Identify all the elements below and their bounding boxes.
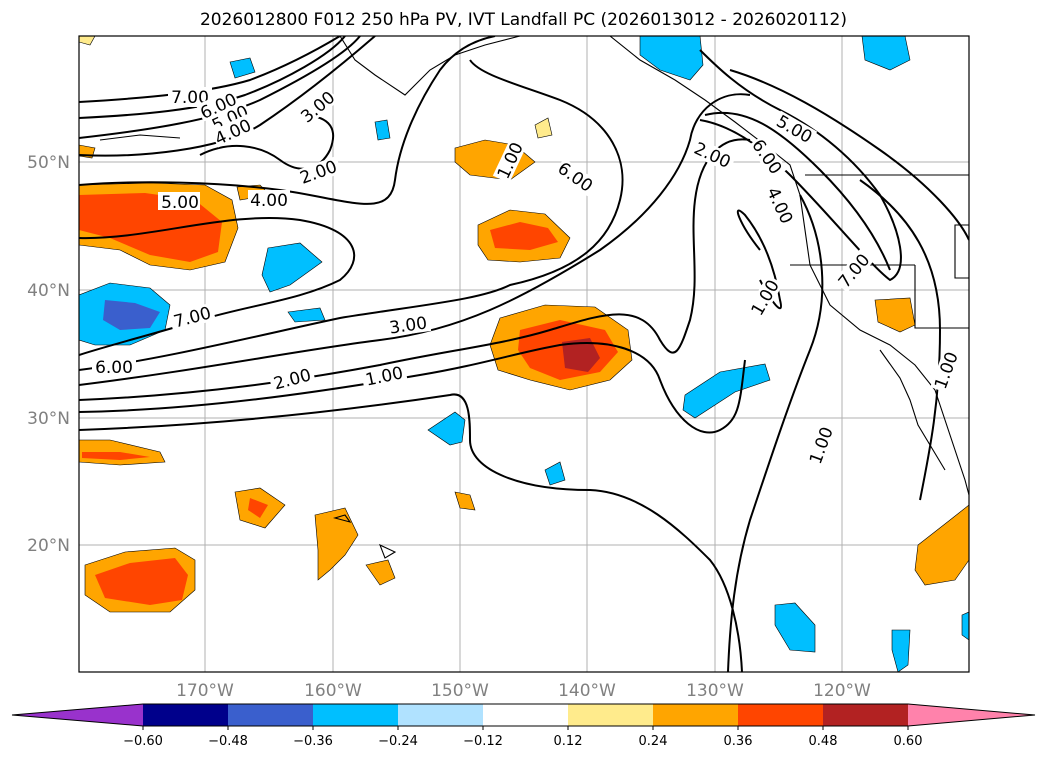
lon-tick-label: 150°W	[431, 681, 489, 701]
map-title: 2026012800 F012 250 hPa PV, IVT Landfall…	[199, 10, 847, 30]
lon-tick-label: 160°W	[304, 681, 362, 701]
lat-tick-label: 20°N	[27, 536, 70, 556]
lon-tick-label: 130°W	[686, 681, 744, 701]
contour-label: 5.00	[161, 193, 199, 213]
colorbar-segment	[143, 704, 228, 726]
colorbar-segment	[568, 704, 653, 726]
colorbar-segment	[313, 704, 398, 726]
colorbar-extend-max	[908, 704, 1035, 726]
colorbar-segment	[228, 704, 313, 726]
lon-tick-label: 120°W	[813, 681, 871, 701]
colorbar-tick-label: −0.36	[293, 734, 333, 749]
contour-label: 4.00	[250, 191, 288, 211]
lat-tick-label: 30°N	[27, 409, 70, 429]
lat-ticks: 50°N 40°N 30°N 20°N	[27, 153, 70, 556]
colorbar-tick-label: −0.48	[208, 734, 248, 749]
colorbar-tick-label: 0.24	[639, 734, 668, 749]
lon-ticks: 170°W 160°W 150°W 140°W 130°W 120°W	[176, 681, 871, 701]
lat-tick-label: 50°N	[27, 153, 70, 173]
pv-contours	[79, 36, 969, 672]
colorbar-segment	[738, 704, 823, 726]
colorbar-tick-label: −0.60	[123, 734, 163, 749]
lon-tick-label: 170°W	[176, 681, 234, 701]
colorbar-tick-label: 0.48	[809, 734, 838, 749]
colorbar: −0.60 −0.48 −0.36 −0.24 −0.12 0.12 0.24 0.36 0.4…	[11, 703, 1036, 749]
contour-label: 6.00	[95, 358, 133, 378]
lat-tick-label: 40°N	[27, 281, 70, 301]
colorbar-tick-label: 0.36	[724, 734, 753, 749]
contour-label-group: 7.00 6.00 5.00 4.00 3.00 2.00 5.00 4.00 …	[92, 87, 963, 469]
lon-tick-label: 140°W	[558, 681, 616, 701]
colorbar-extend-min	[12, 704, 143, 726]
contour-label: 7.00	[171, 88, 209, 108]
colorbar-tick-label: −0.12	[463, 734, 503, 749]
colorbar-segment	[398, 704, 483, 726]
colorbar-tick-label: −0.24	[378, 734, 418, 749]
colorbar-tick-label: 0.12	[554, 734, 583, 749]
colorbar-tick-label: 0.60	[894, 734, 923, 749]
colorbar-segment	[653, 704, 738, 726]
ivt-shading	[79, 36, 969, 672]
colorbar-segment	[823, 704, 908, 726]
plot-frame	[78, 35, 970, 673]
colorbar-segment	[483, 704, 568, 726]
